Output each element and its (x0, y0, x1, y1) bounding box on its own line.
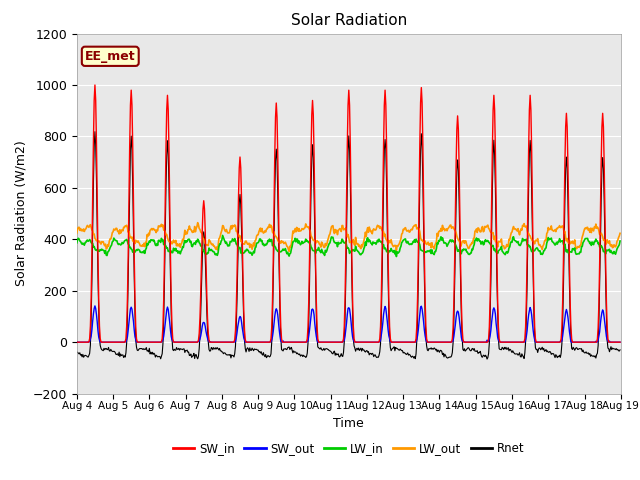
Rnet (83, 353, 90, 359)
Line: LW_in: LW_in (77, 235, 620, 256)
LW_out (285, 249, 293, 254)
SW_in (73, 339, 81, 345)
SW_out (83, 339, 90, 345)
SW_in (91, 82, 99, 88)
SW_in (195, 337, 202, 343)
SW_out (223, 339, 231, 345)
LW_in (83, 238, 90, 243)
SW_in (83, 339, 90, 345)
Rnet (140, 346, 147, 352)
SW_out (195, 338, 202, 344)
Line: Rnet: Rnet (77, 132, 620, 359)
SW_out (140, 339, 147, 345)
SW_in (415, 196, 423, 202)
Title: Solar Radiation: Solar Radiation (291, 13, 407, 28)
SW_in (616, 339, 624, 345)
LW_out (73, 230, 81, 236)
LW_out (616, 230, 624, 236)
Rnet (483, 356, 491, 362)
LW_out (83, 224, 90, 230)
X-axis label: Time: Time (333, 417, 364, 430)
Rnet (616, 347, 624, 353)
Rnet (91, 129, 99, 134)
Rnet (431, 346, 439, 351)
LW_in (616, 238, 624, 244)
Legend: SW_in, SW_out, LW_in, LW_out, Rnet: SW_in, SW_out, LW_in, LW_out, Rnet (168, 437, 529, 460)
LW_in (416, 242, 424, 248)
Line: LW_out: LW_out (77, 223, 620, 252)
LW_in (432, 249, 440, 254)
LW_in (73, 240, 81, 246)
SW_in (140, 339, 147, 345)
SW_out (431, 339, 439, 345)
Rnet (73, 349, 81, 355)
LW_in (219, 232, 227, 238)
LW_out (416, 229, 424, 235)
LW_out (194, 220, 202, 226)
Rnet (223, 352, 231, 358)
LW_out (139, 242, 147, 248)
SW_in (431, 339, 439, 345)
LW_out (223, 229, 231, 235)
Line: SW_in: SW_in (77, 85, 620, 342)
SW_out (73, 339, 81, 345)
Rnet (195, 353, 202, 359)
SW_out (616, 339, 624, 345)
LW_out (195, 222, 202, 228)
Text: EE_met: EE_met (85, 50, 136, 63)
LW_in (139, 249, 147, 255)
SW_in (223, 339, 231, 345)
Y-axis label: Solar Radiation (W/m2): Solar Radiation (W/m2) (14, 141, 27, 287)
LW_in (194, 236, 202, 242)
LW_in (392, 253, 400, 259)
LW_in (223, 241, 231, 247)
LW_out (432, 240, 440, 246)
SW_out (91, 303, 99, 309)
SW_out (415, 319, 423, 324)
Line: SW_out: SW_out (77, 306, 620, 342)
Rnet (415, 231, 423, 237)
